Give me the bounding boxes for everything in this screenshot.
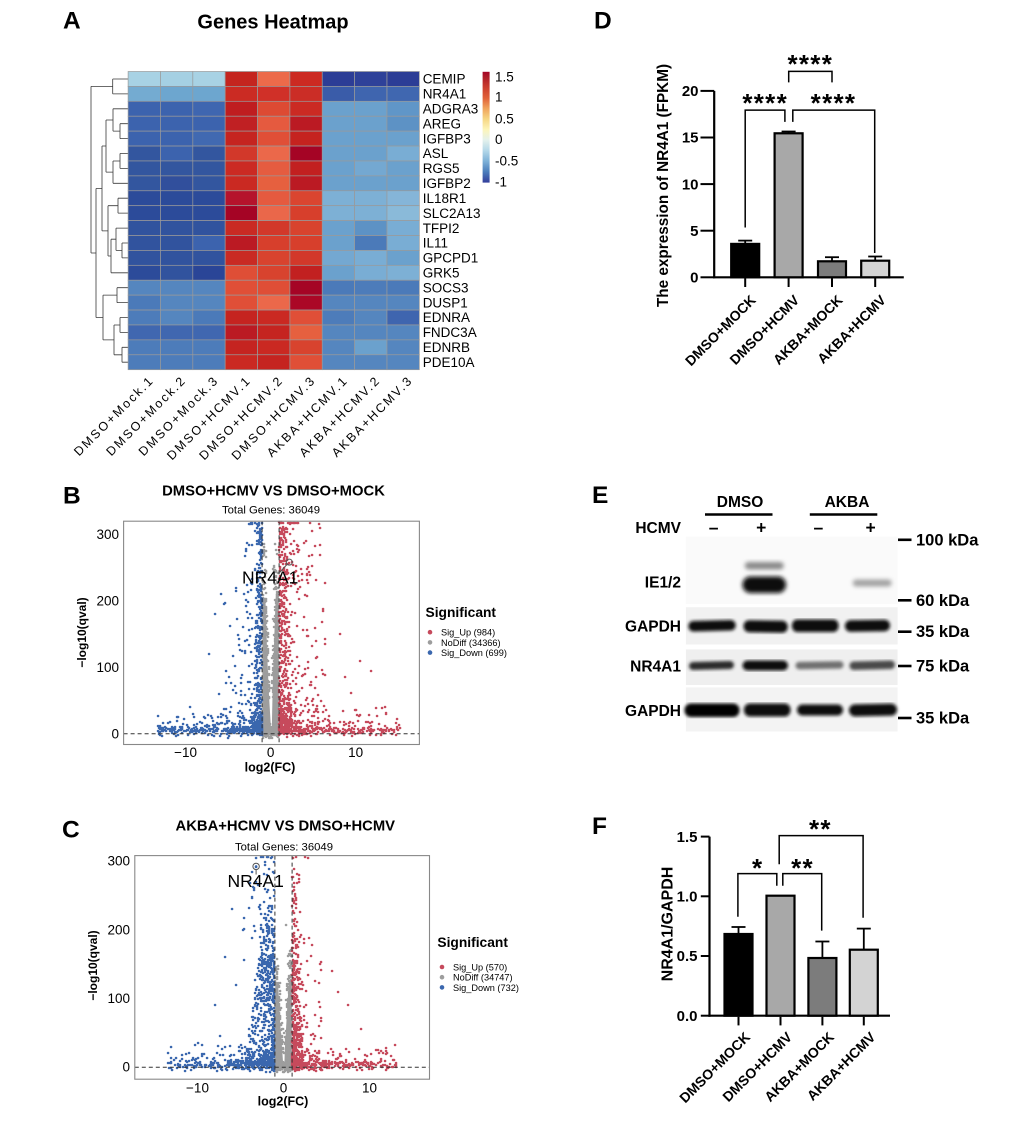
svg-text:NR4A1: NR4A1 [423,87,467,102]
svg-text:-1: -1 [495,175,507,190]
svg-text:10: 10 [682,176,699,193]
svg-text:GPCPD1: GPCPD1 [423,251,479,266]
svg-text:+: + [865,518,875,538]
svg-text:100 kDa: 100 kDa [916,531,979,549]
svg-text:IL11: IL11 [423,236,448,251]
svg-text:FNDC3A: FNDC3A [423,325,477,340]
svg-text:NR4A1: NR4A1 [630,659,681,676]
svg-text:Total Genes: 36049: Total Genes: 36049 [222,504,320,516]
svg-text:−10: −10 [174,745,197,760]
svg-text:IE1/2: IE1/2 [645,575,681,592]
svg-text:0: 0 [122,1060,130,1075]
svg-text:Genes Heatmap: Genes Heatmap [197,12,348,34]
svg-text:**: ** [809,814,832,844]
svg-text:NR4A1: NR4A1 [228,871,284,891]
svg-text:Sig_Down (699): Sig_Down (699) [441,648,507,658]
svg-text:Significant: Significant [426,605,497,620]
svg-text:0: 0 [495,132,503,147]
svg-text:SLC2A13: SLC2A13 [423,206,481,221]
svg-text:F: F [592,813,607,840]
svg-text:0: 0 [280,1081,288,1096]
svg-text:200: 200 [96,594,119,609]
svg-text:EDNRA: EDNRA [423,310,470,325]
svg-text:0: 0 [111,726,119,741]
svg-text:NoDiff (34366): NoDiff (34366) [441,638,501,648]
svg-text:The expression of NR4A1 (FPKM): The expression of NR4A1 (FPKM) [655,64,672,307]
svg-text:0.5: 0.5 [677,948,698,965]
svg-text:Sig_Up (984): Sig_Up (984) [441,628,495,638]
svg-text:*: * [752,853,763,883]
svg-text:PDE10A: PDE10A [423,355,475,370]
svg-text:300: 300 [107,854,130,869]
svg-text:A: A [63,7,81,34]
svg-text:****: **** [811,88,857,118]
svg-text:-0.5: -0.5 [495,154,518,169]
svg-text:HCMV: HCMV [635,520,681,537]
svg-text:1.0: 1.0 [677,889,698,906]
svg-text:IGFBP3: IGFBP3 [423,131,471,146]
svg-text:0: 0 [690,270,698,287]
svg-text:100: 100 [107,991,130,1006]
svg-text:Total Genes: 36049: Total Genes: 36049 [235,841,333,853]
svg-text:B: B [63,483,81,510]
svg-text:200: 200 [107,922,130,937]
svg-text:20: 20 [682,83,699,100]
svg-text:−log10(qval): −log10(qval) [75,597,89,667]
svg-text:35 kDa: 35 kDa [916,710,970,728]
svg-text:Sig_Down (732): Sig_Down (732) [453,983,519,993]
svg-text:IGFBP2: IGFBP2 [423,176,471,191]
svg-text:35 kDa: 35 kDa [916,623,970,641]
svg-text:GAPDH: GAPDH [625,703,681,720]
svg-text:DMSO+HCMV VS DMSO+MOCK: DMSO+HCMV VS DMSO+MOCK [162,484,385,500]
svg-text:IL18R1: IL18R1 [423,191,467,206]
svg-text:0: 0 [267,745,275,760]
svg-text:log2(FC): log2(FC) [245,761,296,775]
svg-text:DMSO: DMSO [717,494,764,511]
svg-text:GAPDH: GAPDH [625,619,681,636]
svg-text:–: – [709,518,719,538]
svg-text:−10: −10 [186,1081,209,1096]
svg-text:+: + [756,518,766,538]
svg-text:1.5: 1.5 [495,69,514,84]
svg-text:Sig_Up (570): Sig_Up (570) [453,962,507,972]
svg-text:SOCS3: SOCS3 [423,280,469,295]
svg-text:NoDiff (34747): NoDiff (34747) [453,973,513,983]
svg-text:NR4A1/GAPDH: NR4A1/GAPDH [660,867,677,982]
svg-text:ASL: ASL [423,146,449,161]
svg-text:AREG: AREG [423,116,461,131]
svg-text:****: **** [787,49,833,79]
svg-text:AKBA+HCMV VS DMSO+HCMV: AKBA+HCMV VS DMSO+HCMV [176,818,396,834]
svg-text:ADGRA3: ADGRA3 [423,102,479,117]
svg-text:log2(FC): log2(FC) [258,1095,309,1109]
svg-text:C: C [62,817,80,844]
svg-text:75 kDa: 75 kDa [916,658,970,676]
svg-text:0.5: 0.5 [495,112,514,127]
svg-text:E: E [592,482,608,509]
svg-text:EDNRB: EDNRB [423,340,470,355]
svg-text:AKBA: AKBA [825,494,870,511]
svg-text:TFPI2: TFPI2 [423,221,460,236]
svg-text:Significant: Significant [437,935,508,950]
svg-text:5: 5 [690,223,698,240]
svg-text:60 kDa: 60 kDa [916,592,970,610]
svg-text:1: 1 [495,89,503,104]
svg-text:10: 10 [348,745,363,760]
svg-text:**: ** [791,853,814,883]
svg-text:****: **** [742,88,788,118]
svg-text:1.5: 1.5 [677,829,698,846]
svg-text:D: D [594,8,612,35]
svg-text:10: 10 [362,1081,377,1096]
svg-text:–: – [814,518,824,538]
svg-text:GRK5: GRK5 [423,266,460,281]
svg-text:DUSP1: DUSP1 [423,295,468,310]
svg-text:CEMIP: CEMIP [423,72,466,87]
svg-text:RGS5: RGS5 [423,161,460,176]
svg-text:−log10(qval): −log10(qval) [86,930,100,1000]
svg-text:0.0: 0.0 [677,1008,698,1025]
svg-text:NR4A1: NR4A1 [242,568,298,588]
svg-text:100: 100 [96,660,119,675]
svg-text:15: 15 [682,130,699,147]
svg-text:300: 300 [96,527,119,542]
